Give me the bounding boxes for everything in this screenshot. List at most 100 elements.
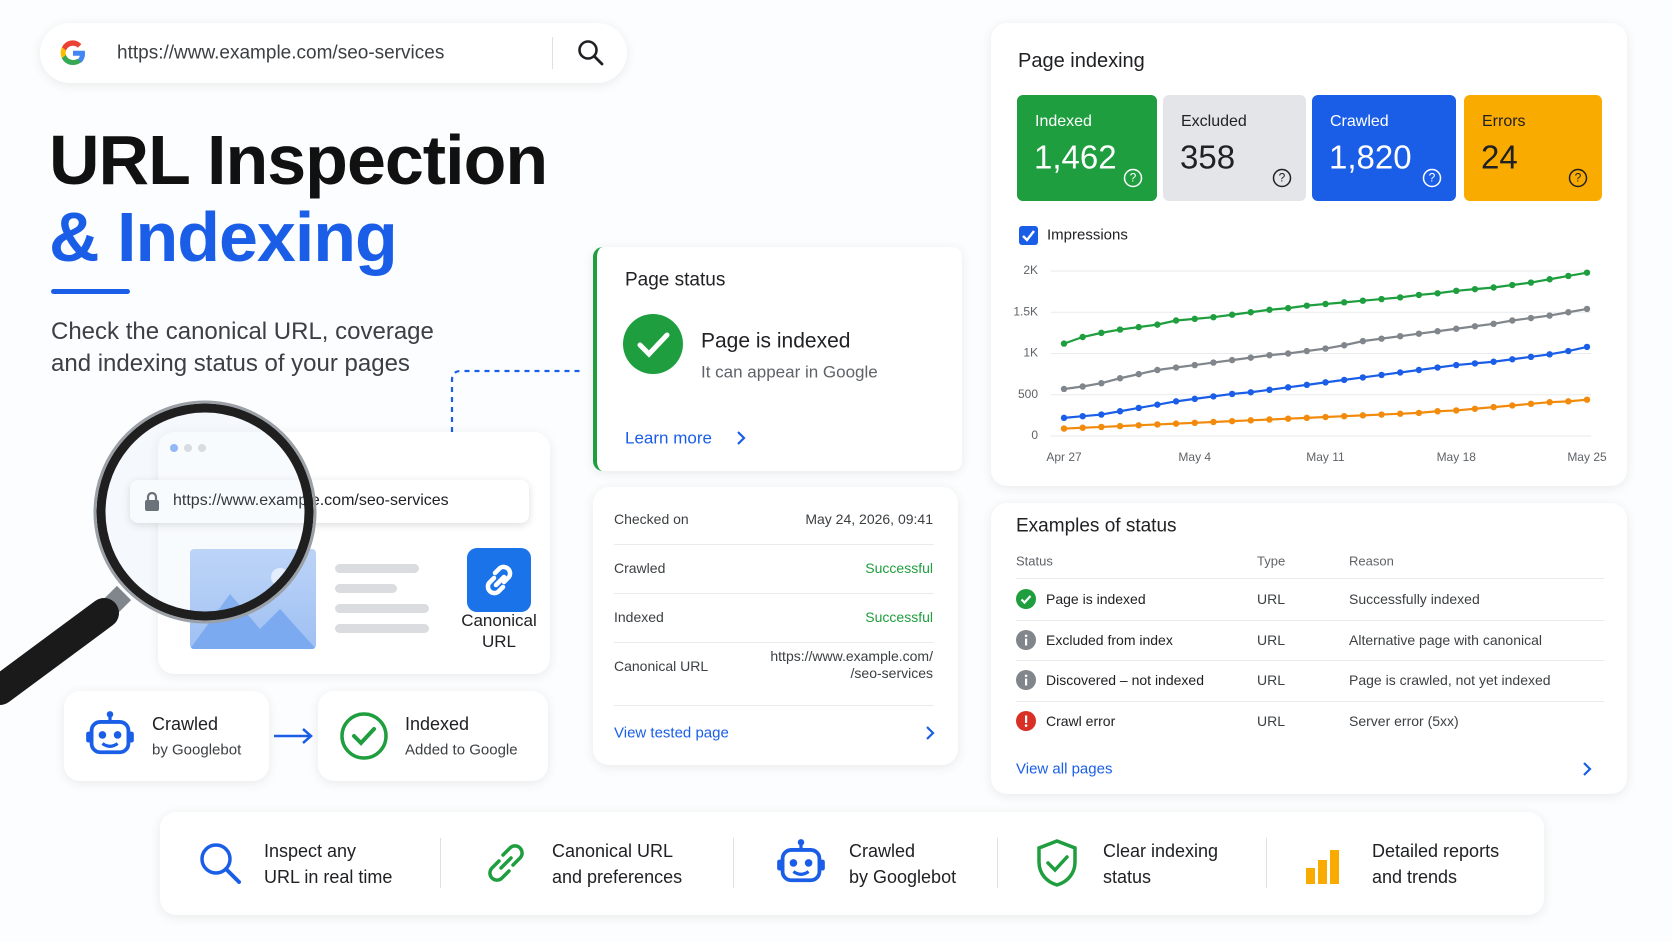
data-point	[1210, 393, 1217, 400]
data-point	[1471, 360, 1479, 367]
status-icon	[1016, 630, 1036, 650]
link-icon	[467, 548, 531, 612]
divider	[1016, 578, 1604, 579]
checkbox[interactable]	[1019, 226, 1038, 245]
divider	[1266, 838, 1267, 888]
data-point	[1210, 418, 1217, 426]
stat-card[interactable]: Excluded 358?	[1163, 95, 1306, 201]
feature-text: Inspect any	[264, 841, 357, 861]
help-icon[interactable]: ?	[1123, 168, 1143, 188]
data-point	[1228, 390, 1236, 398]
y-tick-label: 0	[1031, 428, 1038, 442]
data-point	[1434, 290, 1441, 297]
data-point	[1583, 343, 1591, 351]
data-point	[1135, 370, 1142, 378]
x-tick-label: May 25	[1567, 450, 1607, 464]
examples-card: Examples of status View all pages Status…	[991, 503, 1627, 794]
data-point	[1397, 410, 1404, 417]
data-point	[1210, 314, 1217, 321]
title: URL Inspection	[49, 121, 548, 199]
status-icon	[1016, 589, 1036, 609]
x-tick-label: Apr 27	[1046, 450, 1082, 464]
help-icon[interactable]: ?	[1422, 168, 1442, 188]
data-point	[1210, 359, 1217, 366]
data-point	[1565, 272, 1572, 280]
data-point	[1490, 403, 1497, 411]
chevron	[1583, 762, 1592, 776]
data-point	[1266, 416, 1273, 423]
data-point	[1191, 395, 1198, 403]
text-line	[335, 604, 429, 613]
data-point	[1583, 305, 1591, 313]
data-point	[1079, 333, 1086, 341]
data-point	[1359, 297, 1367, 304]
data-point	[1471, 323, 1479, 330]
data-point	[1266, 306, 1273, 313]
stat-card[interactable]: Errors 24?	[1464, 95, 1602, 201]
data-point	[1284, 384, 1292, 391]
data-point	[1397, 294, 1404, 301]
search-bar[interactable]: https://www.example.com/seo-services	[40, 23, 627, 83]
help-icon[interactable]: ?	[1272, 168, 1292, 188]
learn-more-link[interactable]: Learn more	[625, 428, 712, 448]
subtitle: and indexing status of your pages	[51, 350, 410, 377]
view-tested-link[interactable]: View tested page	[614, 724, 729, 742]
google-logo	[60, 40, 86, 66]
data-point	[1378, 411, 1385, 418]
data-point	[1284, 415, 1292, 422]
search-icon[interactable]	[576, 38, 606, 68]
data-point	[1490, 284, 1497, 291]
flow-title: Crawled	[152, 714, 219, 734]
robot-icon	[84, 710, 136, 762]
data-point	[1453, 407, 1460, 414]
flow-card: Indexed Added to Google	[318, 691, 548, 781]
connector	[450, 369, 581, 432]
status-type: URL	[1257, 713, 1286, 729]
data-point	[1303, 381, 1311, 389]
text-line	[335, 564, 419, 573]
chevron	[737, 431, 746, 445]
title: & Indexing	[49, 198, 398, 276]
legend-label: Impressions	[1047, 226, 1128, 244]
stat-card[interactable]: Indexed 1,462?	[1017, 95, 1157, 201]
column-header: Reason	[1349, 553, 1394, 569]
data-point	[1135, 422, 1142, 429]
flow-arrow	[274, 728, 313, 744]
status-name: Crawl error	[1046, 713, 1116, 729]
chevron	[926, 726, 935, 740]
data-point	[1546, 312, 1553, 319]
card-title: Examples of status	[1016, 515, 1177, 537]
data-point	[1565, 398, 1572, 405]
check-icon	[340, 712, 388, 760]
data-point	[1340, 299, 1348, 306]
x-tick-label: May 11	[1306, 450, 1345, 464]
help-icon[interactable]: ?	[1568, 168, 1588, 188]
stat-card[interactable]: Crawled 1,820?	[1312, 95, 1456, 201]
data-point	[1060, 340, 1068, 347]
data-point	[1191, 315, 1198, 323]
data-point	[1079, 413, 1086, 420]
view-all-link[interactable]: View all pages	[1016, 760, 1113, 778]
data-point	[1527, 279, 1535, 286]
data-point	[1527, 353, 1535, 360]
divider	[614, 593, 934, 594]
status-name: Excluded from index	[1046, 632, 1173, 648]
data-point	[1583, 396, 1591, 403]
data-point	[1098, 423, 1105, 431]
data-point	[1415, 291, 1423, 299]
data-point	[1434, 364, 1441, 371]
stat-value: 24	[1481, 138, 1518, 176]
page-indexing-card: Page indexing Impressions 0 500 1K 1.5K 2K Ap…	[991, 23, 1627, 486]
data-point	[1546, 398, 1553, 406]
data-point	[1266, 351, 1273, 359]
search-url: https://www.example.com/seo-services	[117, 42, 445, 64]
data-point	[1116, 422, 1124, 430]
data-point	[1453, 361, 1460, 369]
status-reason: Page is crawled, not yet indexed	[1349, 672, 1551, 688]
data-point	[1303, 414, 1311, 422]
underline	[51, 289, 130, 294]
column-header: Type	[1257, 553, 1286, 569]
x-tick-label: May 18	[1437, 450, 1477, 464]
detail-label: Crawled	[614, 560, 666, 576]
canonical-label: Canonical URL	[461, 612, 537, 650]
